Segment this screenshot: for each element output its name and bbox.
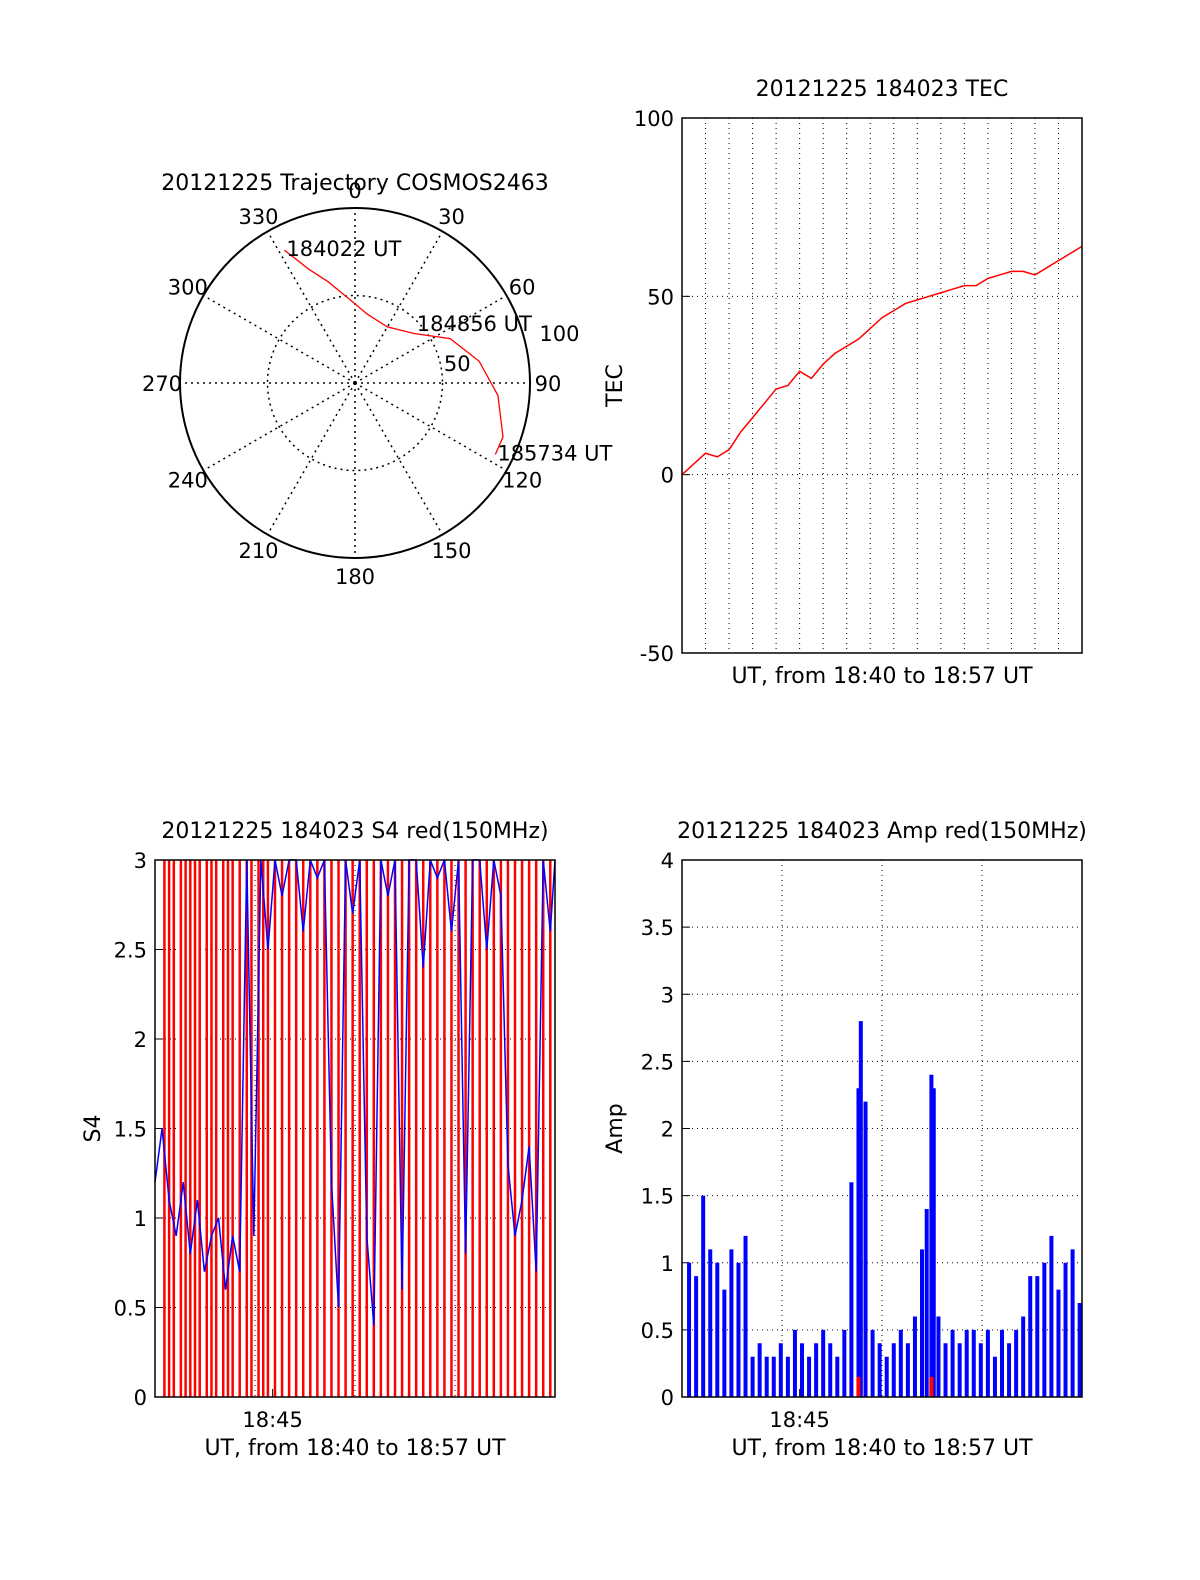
y-tick-label: 0 — [134, 1386, 147, 1410]
data-line — [154, 859, 556, 1326]
angle-label: 330 — [238, 205, 278, 229]
angle-label: 210 — [238, 539, 278, 563]
angle-label: 150 — [431, 539, 471, 563]
polar-spoke — [203, 294, 356, 384]
y-tick-label: -50 — [640, 642, 674, 666]
polar-spoke — [354, 294, 507, 384]
x-axis-label: UT, from 18:40 to 18:57 UT — [731, 664, 1033, 689]
angle-label: 270 — [142, 372, 182, 396]
polar-spoke — [354, 231, 444, 384]
y-tick-label: 2 — [134, 1028, 147, 1052]
y-axis-label: S4 — [81, 1115, 106, 1143]
trajectory-time-label: 184022 UT — [286, 237, 401, 261]
angle-label: 0 — [348, 179, 361, 203]
x-axis-label: UT, from 18:40 to 18:57 UT — [731, 1436, 1033, 1461]
angle-label: 30 — [438, 205, 465, 229]
angle-label: 90 — [535, 372, 562, 396]
polar-spoke — [354, 382, 444, 535]
polar-spoke — [203, 382, 356, 472]
angle-label: 240 — [168, 469, 208, 493]
trajectory-time-label: 184856 UT — [417, 312, 532, 336]
y-tick-label: 1 — [661, 1252, 674, 1276]
y-tick-label: 0.5 — [641, 1319, 674, 1343]
data-line — [681, 245, 1083, 476]
y-tick-label: 2 — [661, 1118, 674, 1142]
y-tick-label: 0 — [661, 1386, 674, 1410]
chart-title: 20121225 184023 Amp red(150MHz) — [677, 819, 1087, 844]
y-tick-label: 100 — [634, 107, 674, 131]
y-tick-label: 3 — [134, 849, 147, 873]
chart-title: 20121225 Trajectory COSMOS2463 — [161, 171, 548, 196]
y-tick-label: 1.5 — [641, 1185, 674, 1209]
angle-label: 60 — [509, 276, 536, 300]
y-tick-label: 3 — [661, 983, 674, 1007]
polar-spoke — [266, 382, 356, 535]
chart-title: 20121225 184023 TEC — [756, 77, 1009, 102]
amp-plot: 20121225 184023 Amp red(150MHz) 0 0.5 1 1.5 2… — [603, 819, 1087, 1461]
x-tick-label: 18:45 — [242, 1408, 303, 1432]
y-tick-label: 0 — [661, 464, 674, 488]
y-tick-label: 4 — [661, 849, 674, 873]
chart-title: 20121225 184023 S4 red(150MHz) — [161, 819, 548, 844]
y-axis-label: Amp — [603, 1103, 628, 1153]
plot-frame — [681, 859, 1083, 1398]
y-tick-label: 2.5 — [114, 939, 147, 963]
angle-label: 180 — [335, 565, 375, 589]
angle-label: 120 — [502, 469, 542, 493]
y-tick-label: 3.5 — [641, 916, 674, 940]
trajectory-time-label: 185734 UT — [497, 442, 612, 466]
radius-label: 50 — [444, 352, 471, 376]
polar-spoke — [266, 231, 356, 384]
polar-spoke — [354, 382, 507, 472]
radius-label: 100 — [539, 322, 579, 346]
plot-frame — [681, 117, 1083, 654]
x-axis-label: UT, from 18:40 to 18:57 UT — [204, 1436, 506, 1461]
y-tick-label: 2.5 — [641, 1050, 674, 1074]
y-tick-label: 0.5 — [114, 1297, 147, 1321]
angle-label: 300 — [168, 276, 208, 300]
polar-grid-ring — [266, 294, 444, 472]
y-axis-label: TEC — [603, 364, 628, 408]
trajectory-line — [283, 249, 504, 455]
y-tick-label: 1 — [134, 1207, 147, 1231]
x-tick-label: 18:45 — [769, 1408, 830, 1432]
tec-plot: 20121225 184023 TEC -50 0 50 100 UT, from 18:… — [603, 77, 1083, 689]
y-tick-label: 50 — [647, 285, 674, 309]
plot-frame — [154, 859, 556, 1398]
y-tick-label: 1.5 — [114, 1118, 147, 1142]
s4-plot: 20121225 184023 S4 red(150MHz) 0 0.5 1 1.5 2 2… — [81, 819, 556, 1461]
